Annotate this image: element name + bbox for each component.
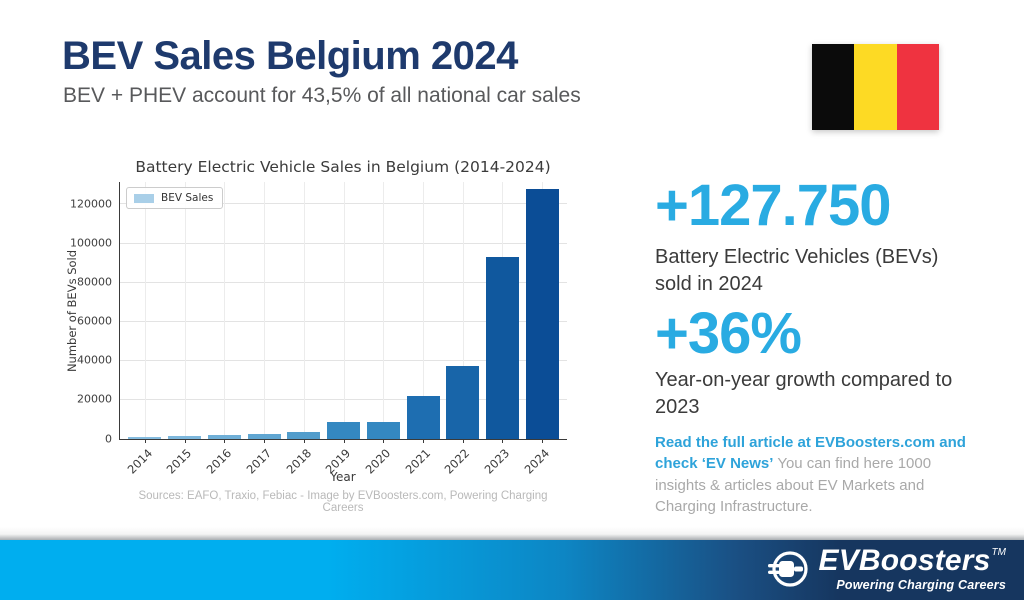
gridline: 120000 — [70, 197, 567, 210]
y-tick-label: 80000 — [77, 275, 112, 289]
bev-sales-chart: Battery Electric Vehicle Sales in Belgiu… — [58, 152, 610, 514]
bar-2021 — [406, 396, 440, 439]
y-tick-label: 0 — [105, 432, 112, 445]
article-link-text[interactable]: Read the full article at EVBoosters.com … — [655, 434, 966, 473]
gridline: 60000 — [77, 315, 567, 328]
flag-yellow-stripe — [854, 44, 897, 130]
brand-tagline: Powering Charging Careers — [836, 578, 1006, 592]
logo-text: EVBoosters TM Powering Charging Careers — [818, 546, 1006, 592]
bar-2015 — [168, 435, 202, 439]
bar-slot-2015: 2015 — [164, 182, 205, 477]
stat-bev-2024-value: +127.750 — [655, 173, 892, 238]
bar-2017 — [247, 433, 281, 439]
gridline: 0 — [105, 432, 567, 445]
gridline: 20000 — [77, 393, 567, 406]
bar-2019 — [327, 421, 361, 439]
stat-bev-2024-caption: Battery Electric Vehicles (BEVs) sold in… — [655, 246, 939, 295]
chart-plot: 120000 100000 80000 60000 40000 20000 0 2014 20… — [70, 182, 567, 477]
footer-band: EVBoosters TM Powering Charging Careers — [0, 540, 1024, 600]
gridline: 100000 — [70, 237, 567, 250]
gridline: 40000 — [77, 354, 567, 367]
bar-slot-2020: 2020 — [363, 182, 403, 477]
bar-2020 — [366, 422, 400, 439]
flag-black-stripe — [812, 44, 855, 130]
chart-bars: 2014 2015 2016 2017 2018 2019 2020 2021 2022 2023… — [120, 182, 567, 477]
bar-2016 — [207, 434, 241, 439]
trademark-symbol: TM — [991, 547, 1006, 558]
bar-slot-2022: 2022 — [442, 182, 483, 477]
ev-news-link-text[interactable]: ‘EV News’ — [701, 455, 774, 473]
plug-icon — [768, 551, 809, 587]
page-subtitle: BEV + PHEV account for 43,5% of all nati… — [63, 84, 581, 107]
bar-slot-2016: 2016 — [204, 182, 244, 477]
bar-slot-2019: 2019 — [323, 182, 364, 477]
legend-swatch — [134, 193, 154, 203]
page-title: BEV Sales Belgium 2024 — [62, 34, 518, 78]
y-tick-label: 20000 — [77, 392, 112, 406]
bar-2023 — [485, 257, 519, 439]
bar-slot-2023: 2023 — [482, 182, 523, 477]
gridline: 80000 — [77, 276, 567, 289]
stat-yoy-growth-value: +36% — [655, 301, 802, 366]
bar-2024 — [525, 189, 559, 439]
belgium-flag — [812, 44, 939, 130]
y-tick-label: 60000 — [77, 314, 112, 328]
y-tick-label: 120000 — [70, 197, 112, 211]
stat-yoy-growth-caption: Year-on-year growth compared to 2023 — [655, 369, 953, 418]
chart-legend: BEV Sales — [126, 187, 224, 209]
bar-slot-2024: 2024 — [522, 182, 562, 477]
flag-red-stripe — [896, 44, 939, 130]
legend-label: BEV Sales — [161, 192, 214, 204]
footer-shadow-strip — [0, 527, 1024, 540]
bar-slot-2017: 2017 — [243, 182, 284, 477]
bar-2018 — [287, 431, 321, 439]
chart-title: Battery Electric Vehicle Sales in Belgiu… — [135, 158, 551, 176]
y-tick-label: 100000 — [70, 236, 112, 250]
y-tick-label: 40000 — [77, 353, 112, 367]
bar-slot-2021: 2021 — [402, 182, 443, 477]
source-note: Sources: EAFO, Traxio, Febiac - Image by… — [138, 490, 548, 514]
bar-2014 — [128, 436, 162, 439]
bar-slot-2018: 2018 — [283, 182, 324, 477]
evboosters-logo: EVBoosters TM Powering Charging Careers — [766, 546, 1006, 592]
bar-slot-2014: 2014 — [124, 182, 165, 477]
bar-2022 — [446, 365, 480, 439]
brand-name: EVBoosters — [818, 544, 991, 577]
cta-text: Read the full article at EVBoosters.com … — [655, 432, 975, 517]
cta-rest-text: You can find here 1000 insights & articl… — [655, 455, 932, 515]
x-axis-label: Year — [330, 470, 356, 484]
